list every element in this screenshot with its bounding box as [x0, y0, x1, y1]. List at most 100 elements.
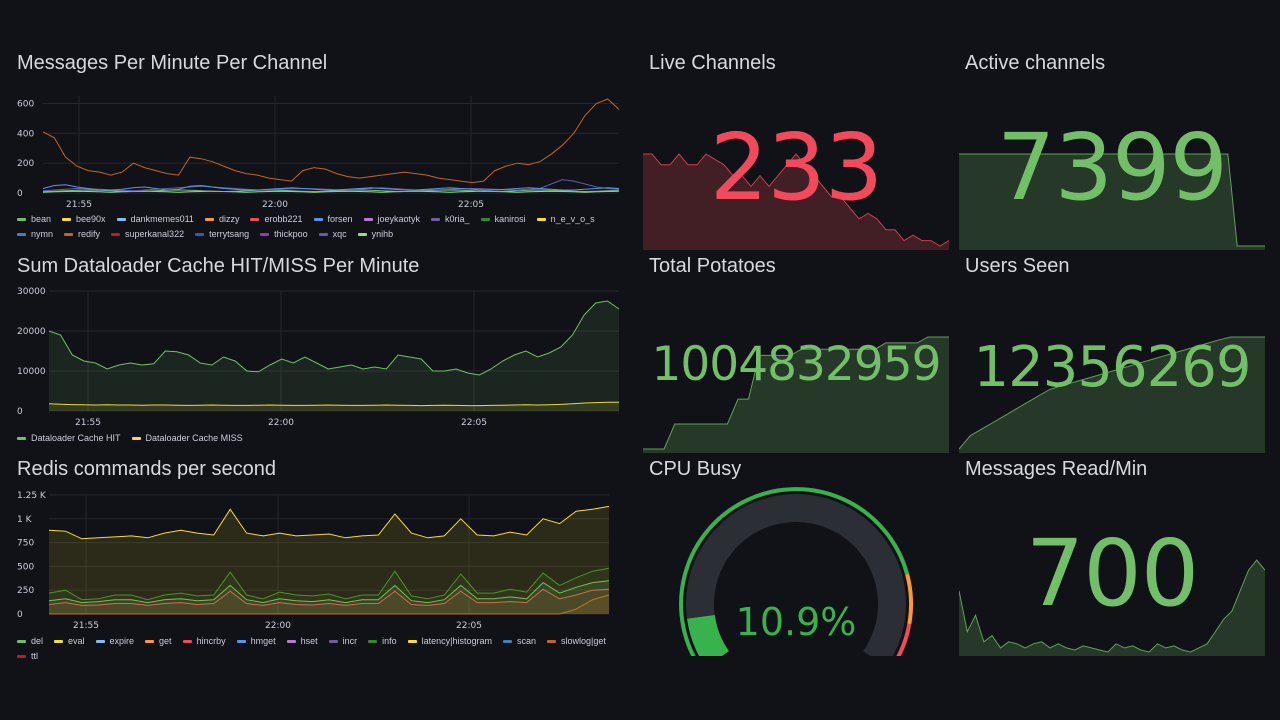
legend-item[interactable]: bee90x [62, 214, 106, 224]
x-tick-label: 22:00 [268, 418, 294, 428]
legend-label: forsen [327, 214, 353, 224]
legend-item[interactable]: info [368, 636, 397, 646]
legend-swatch [204, 217, 214, 221]
stat-value: 12356269 [973, 335, 1251, 400]
threshold-orange [905, 573, 913, 625]
legend-item[interactable]: erobb221 [250, 214, 303, 224]
legend-item[interactable]: bean [17, 214, 51, 224]
y-tick-label: 250 [17, 586, 34, 596]
legend-label: n_e_v_o_s [550, 214, 595, 224]
legend-label: joeykaotyk [377, 214, 421, 224]
panel-dataloader: Sum Dataloader Cache HIT/MISS Per Minute… [11, 255, 631, 450]
legend-label: Dataloader Cache HIT [31, 433, 121, 443]
threshold-green [679, 487, 910, 656]
y-tick-label: 0 [17, 610, 23, 620]
legend-swatch [260, 232, 270, 236]
sparkline [643, 336, 949, 453]
legend-item[interactable]: n_e_v_o_s [536, 214, 595, 224]
legend-swatch [480, 217, 490, 221]
panel-active-channels: Active channels 7399 [959, 52, 1265, 250]
messages-chart: 0 200 400 600 21:55 22:00 22:05 [17, 96, 620, 210]
legend-swatch [286, 639, 296, 643]
legend: bean bee90x dankmemes011 dizzy erobb221 forse… [17, 214, 617, 239]
legend-item[interactable]: hincrby [182, 636, 226, 646]
legend-item[interactable]: xqc [318, 229, 347, 239]
y-tick-label: 0 [17, 407, 23, 417]
panel-total-potatoes: Total Potatoes 1004832959 [643, 255, 949, 453]
legend-item[interactable]: del [17, 636, 43, 646]
legend-item[interactable]: forsen [313, 214, 353, 224]
legend-label: info [382, 636, 397, 646]
y-tick-label: 750 [17, 539, 34, 549]
legend-label: terrytsang [209, 229, 250, 239]
legend-item[interactable]: dizzy [204, 214, 239, 224]
legend-swatch [62, 217, 72, 221]
y-tick-label: 400 [17, 129, 34, 139]
x-tick-label: 21:55 [75, 418, 101, 428]
legend-swatch [17, 436, 26, 440]
legend-item[interactable]: terrytsang [195, 229, 249, 239]
legend-label: ynihb [371, 229, 394, 239]
legend-item[interactable]: expire [95, 636, 134, 646]
panel-title[interactable]: Total Potatoes [649, 255, 776, 277]
panel-title[interactable]: Active channels [965, 52, 1106, 74]
legend: Dataloader Cache HIT Dataloader Cache MIS… [17, 433, 617, 443]
y-tick-label: 10000 [17, 367, 46, 377]
legend-item[interactable]: incr [328, 636, 358, 646]
panel-title[interactable]: CPU Busy [649, 458, 742, 480]
legend-label: thickpoo [274, 229, 308, 239]
series-line [42, 98, 620, 184]
sparkline-line [959, 153, 1265, 247]
legend-label: incr [342, 636, 358, 646]
redis-chart: 0 250 500 750 1 K 1.25 K 21:55 22:00 22:05 [17, 491, 610, 631]
series-line [48, 567, 610, 601]
panel-title[interactable]: Sum Dataloader Cache HIT/MISS Per Minute [17, 255, 420, 277]
legend-item[interactable]: hset [286, 636, 318, 646]
legend-item[interactable]: scan [503, 636, 536, 646]
legend-swatch [536, 217, 546, 221]
legend-swatch [328, 639, 338, 643]
legend-item[interactable]: dankmemes011 [116, 214, 194, 224]
sparkline-line [643, 336, 949, 450]
y-tick-label: 0 [17, 189, 23, 199]
legend-swatch [431, 217, 441, 221]
legend-item[interactable]: ttl [17, 651, 38, 661]
legend-item[interactable]: Dataloader Cache HIT [17, 433, 121, 443]
y-tick-label: 30000 [17, 287, 46, 297]
legend-item[interactable]: hmget [236, 636, 276, 646]
panel-title[interactable]: Redis commands per second [17, 458, 277, 480]
legend-label: bean [31, 214, 52, 224]
legend-item[interactable]: joeykaotyk [363, 214, 421, 224]
threshold-red [896, 623, 912, 656]
legend-item[interactable]: eval [54, 636, 85, 646]
legend-item[interactable]: kanirosi [480, 214, 526, 224]
legend-swatch [111, 232, 121, 236]
panel-title[interactable]: Messages Per Minute Per Channel [17, 52, 328, 74]
panel-messages-read: Messages Read/Min 700 [959, 458, 1265, 656]
legend-swatch [318, 232, 328, 236]
series-line [48, 401, 619, 407]
panel-title[interactable]: Messages Read/Min [965, 458, 1148, 480]
legend-item[interactable]: ynihb [357, 229, 394, 239]
legend-item[interactable]: Dataloader Cache MISS [131, 433, 243, 443]
gauge-value: 10.9% [735, 600, 857, 644]
sparkline [643, 153, 949, 250]
panel-title[interactable]: Live Channels [649, 52, 776, 74]
panel-title[interactable]: Users Seen [965, 255, 1070, 277]
legend-label: del [31, 636, 44, 646]
legend-item[interactable]: redify [64, 229, 100, 239]
legend-item[interactable]: thickpoo [260, 229, 308, 239]
legend-item[interactable]: slowlog|get [547, 636, 606, 646]
legend-item[interactable]: get [145, 636, 172, 646]
series-line [49, 594, 610, 615]
panel-messages-per-minute: Messages Per Minute Per Channel 0 200 400 6… [11, 52, 631, 247]
legend-swatch [17, 639, 26, 643]
legend-item[interactable]: nymn [17, 229, 53, 239]
legend-label: eval [68, 636, 85, 646]
legend-item[interactable]: k0ria_ [431, 214, 470, 224]
legend-swatch [503, 639, 513, 643]
legend-item[interactable]: superkanal322 [111, 229, 184, 239]
legend-item[interactable]: latency|histogram [407, 636, 492, 646]
sparkline-area [959, 154, 1265, 250]
legend-swatch [182, 639, 192, 643]
